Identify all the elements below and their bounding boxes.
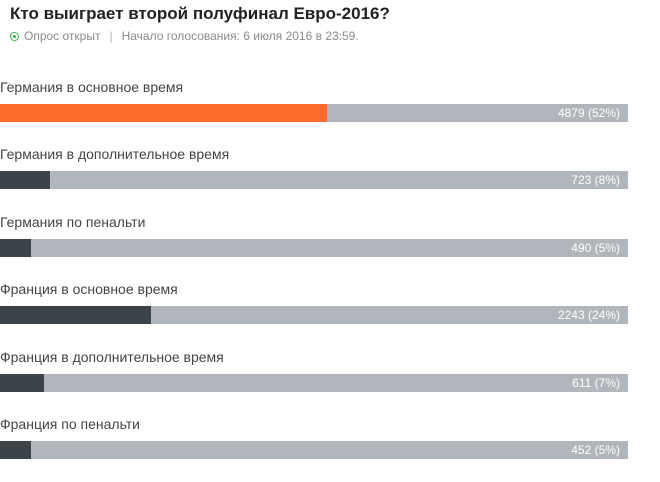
poll-option[interactable]: Германия в дополнительное время 723 (8%) bbox=[0, 145, 628, 212]
poll-start-date: Начало голосования: 6 июля 2016 в 23:59. bbox=[121, 29, 359, 43]
option-votes: 611 (7%) bbox=[572, 375, 620, 390]
option-label: Франция в дополнительное время bbox=[0, 348, 224, 365]
poll-option[interactable]: Германия по пенальти 490 (5%) bbox=[0, 213, 628, 280]
poll-options: Германия в основное время 4879 (52%) Гер… bbox=[0, 78, 628, 482]
option-bar-fill bbox=[0, 306, 151, 325]
option-bar-track: 723 (8%) bbox=[0, 171, 628, 190]
poll-option[interactable]: Франция по пенальти 452 (5%) bbox=[0, 415, 628, 482]
option-bar-track: 452 (5%) bbox=[0, 440, 628, 459]
poll-status: Опрос открыт bbox=[24, 29, 101, 43]
option-bar-track: 490 (5%) bbox=[0, 238, 628, 257]
poll-option[interactable]: Франция в дополнительное время 611 (7%) bbox=[0, 348, 628, 415]
option-bar-fill bbox=[0, 440, 32, 459]
option-label: Германия в дополнительное время bbox=[0, 146, 230, 163]
option-label: Германия в основное время bbox=[0, 79, 184, 95]
option-votes: 4879 (52%) bbox=[557, 106, 620, 120]
option-label: Франция в основное время bbox=[0, 281, 178, 298]
option-votes: 723 (8%) bbox=[571, 173, 620, 188]
option-votes: 2243 (24%) bbox=[557, 308, 620, 323]
poll-title: Кто выиграет второй полуфинал Евро-2016? bbox=[10, 4, 390, 23]
option-label: Германия по пенальти bbox=[0, 213, 146, 230]
option-bar-track: 2243 (24%) bbox=[0, 306, 628, 325]
option-votes: 452 (5%) bbox=[571, 442, 620, 457]
option-bar-fill bbox=[0, 171, 51, 190]
option-label: Франция по пенальти bbox=[0, 415, 140, 432]
option-votes: 490 (5%) bbox=[571, 240, 620, 255]
option-bar-fill bbox=[0, 238, 32, 257]
option-bar-track: 4879 (52%) bbox=[0, 104, 628, 122]
option-bar-track: 611 (7%) bbox=[0, 373, 628, 392]
option-bar-fill bbox=[0, 373, 44, 392]
meta-separator: | bbox=[109, 29, 113, 43]
poll-widget: Кто выиграет второй полуфинал Евро-2016?… bbox=[10, 0, 638, 44]
poll-option[interactable]: Франция в основное время 2243 (24%) bbox=[0, 280, 628, 347]
option-bar-fill bbox=[0, 104, 327, 122]
status-open-icon bbox=[10, 31, 19, 41]
poll-option[interactable]: Германия в основное время 4879 (52%) bbox=[0, 78, 628, 145]
poll-meta: Опрос открыт | Начало голосования: 6 июл… bbox=[10, 28, 638, 44]
